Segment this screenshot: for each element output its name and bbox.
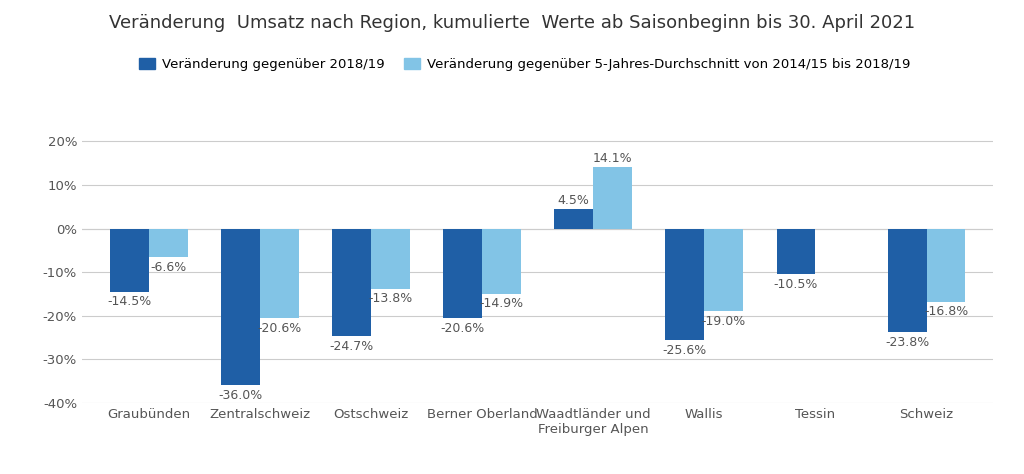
Bar xyxy=(110,228,148,292)
Text: -25.6%: -25.6% xyxy=(663,344,707,356)
Text: -23.8%: -23.8% xyxy=(885,336,929,349)
Text: -24.7%: -24.7% xyxy=(330,340,374,353)
Bar xyxy=(705,228,743,311)
Bar xyxy=(260,228,299,319)
Text: 14.1%: 14.1% xyxy=(593,153,633,165)
Text: -19.0%: -19.0% xyxy=(701,315,745,328)
Bar xyxy=(927,228,966,302)
Text: -20.6%: -20.6% xyxy=(257,322,301,335)
Bar xyxy=(148,228,187,257)
Text: Veränderung  Umsatz nach Region, kumulierte  Werte ab Saisonbeginn bis 30. April: Veränderung Umsatz nach Region, kumulier… xyxy=(109,14,915,32)
Bar xyxy=(371,228,410,289)
Text: -16.8%: -16.8% xyxy=(924,305,968,318)
Text: -20.6%: -20.6% xyxy=(440,322,484,335)
Bar xyxy=(776,228,815,274)
Text: -14.9%: -14.9% xyxy=(479,297,523,310)
Text: -14.5%: -14.5% xyxy=(108,295,152,308)
Bar xyxy=(443,228,482,319)
Bar xyxy=(554,209,593,228)
Bar xyxy=(593,167,632,228)
Text: -10.5%: -10.5% xyxy=(774,278,818,291)
Bar xyxy=(482,228,521,293)
Bar xyxy=(332,228,371,336)
Bar xyxy=(221,228,260,385)
Bar xyxy=(666,228,705,340)
Bar xyxy=(888,228,927,332)
Legend: Veränderung gegenüber 2018/19, Veränderung gegenüber 5-Jahres-Durchschnitt von 2: Veränderung gegenüber 2018/19, Veränderu… xyxy=(134,53,915,76)
Text: -36.0%: -36.0% xyxy=(218,389,262,402)
Text: -6.6%: -6.6% xyxy=(150,261,186,274)
Text: 4.5%: 4.5% xyxy=(558,194,590,207)
Text: -13.8%: -13.8% xyxy=(369,292,413,305)
